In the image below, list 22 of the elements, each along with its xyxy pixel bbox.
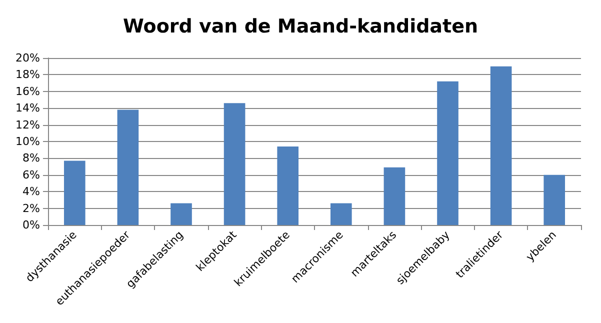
bar xyxy=(277,146,299,225)
y-tick-label: 10% xyxy=(16,135,40,148)
y-tick-label: 12% xyxy=(16,118,40,132)
y-tick-label: 20% xyxy=(16,52,40,64)
y-tick-label: 0% xyxy=(22,218,40,232)
bar xyxy=(544,174,566,225)
bar xyxy=(64,160,86,225)
bar xyxy=(384,167,406,225)
y-tick-label: 14% xyxy=(16,102,40,115)
y-tick-label: 6% xyxy=(22,168,40,182)
y-tick-label: 8% xyxy=(22,152,40,165)
bar xyxy=(330,203,352,225)
y-tick-label: 4% xyxy=(22,185,40,198)
y-tick-label: 2% xyxy=(22,202,40,215)
bar xyxy=(224,103,246,225)
bar xyxy=(437,81,458,225)
bar xyxy=(117,110,139,225)
bar xyxy=(170,203,192,225)
y-tick-label: 18% xyxy=(16,68,40,82)
chart-title: Woord van de Maand-kandidaten xyxy=(123,16,478,38)
y-tick-label: 16% xyxy=(16,84,40,98)
bar xyxy=(490,66,512,225)
